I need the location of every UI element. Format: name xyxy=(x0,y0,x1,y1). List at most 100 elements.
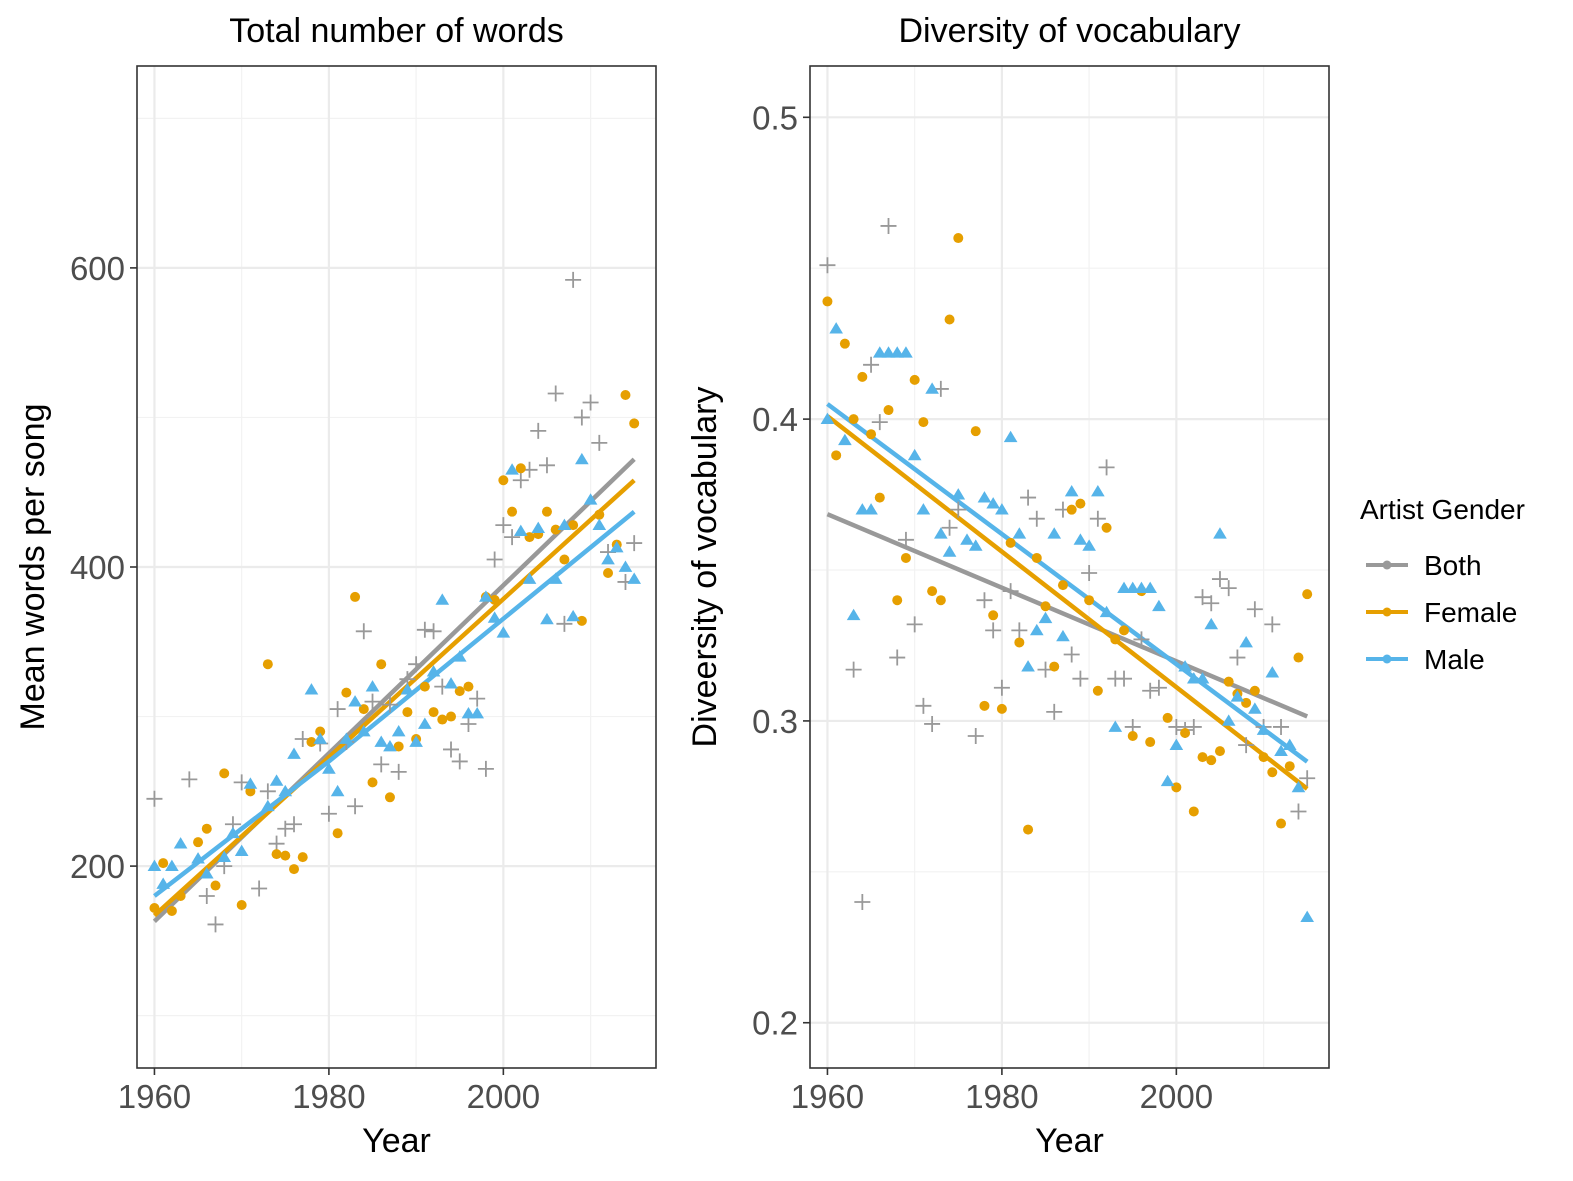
point-both xyxy=(329,701,346,718)
point-female xyxy=(245,786,256,797)
point-both xyxy=(207,916,224,933)
point-male xyxy=(916,503,931,515)
point-female xyxy=(559,554,570,565)
point-male xyxy=(199,867,214,879)
point-both xyxy=(259,783,276,800)
point-female xyxy=(236,899,247,910)
point-both xyxy=(1089,510,1106,527)
point-male xyxy=(322,762,336,774)
point-male xyxy=(479,590,493,602)
point-male xyxy=(147,859,162,871)
y-tick-label: 0.3 xyxy=(752,703,798,740)
point-male xyxy=(1256,723,1271,735)
point-female xyxy=(866,429,877,440)
point-female xyxy=(437,714,448,725)
point-male xyxy=(820,412,835,424)
x-axis-title: Year xyxy=(362,1122,431,1160)
point-male xyxy=(339,732,354,744)
y-tick-label: 0.2 xyxy=(752,1005,798,1042)
point-both xyxy=(277,820,294,837)
point-both xyxy=(373,756,390,773)
point-male xyxy=(304,683,319,695)
point-female xyxy=(158,858,169,869)
point-female xyxy=(848,414,859,425)
point-male xyxy=(1117,581,1131,594)
point-male xyxy=(1003,430,1018,443)
point-male xyxy=(881,346,896,358)
point-both xyxy=(486,551,503,568)
x-tick-label: 1980 xyxy=(292,1078,365,1115)
point-female xyxy=(1049,661,1060,672)
point-male xyxy=(618,560,633,572)
point-male xyxy=(1274,744,1288,756)
point-male xyxy=(278,784,293,797)
point-male xyxy=(925,382,939,394)
point-female xyxy=(1101,522,1112,533)
point-male xyxy=(383,739,397,752)
point-female xyxy=(1276,818,1287,829)
point-male xyxy=(592,518,607,531)
point-both xyxy=(1133,631,1150,648)
point-female xyxy=(831,450,842,461)
point-male xyxy=(977,491,992,503)
point-female xyxy=(1162,712,1173,723)
point-male xyxy=(1064,485,1079,497)
point-male xyxy=(226,826,240,839)
point-both xyxy=(1229,649,1246,666)
point-both xyxy=(320,805,337,822)
point-female xyxy=(822,296,833,307)
point-male xyxy=(243,777,258,789)
point-male xyxy=(409,735,423,747)
trend-line-male xyxy=(153,509,636,898)
point-female xyxy=(1005,537,1016,548)
point-female xyxy=(507,506,518,517)
point-both xyxy=(146,790,163,807)
point-female xyxy=(909,374,920,385)
point-both xyxy=(1028,510,1045,527)
point-female xyxy=(1171,782,1182,793)
point-both xyxy=(181,771,198,788)
point-male xyxy=(951,488,966,500)
x-axis-title: Year xyxy=(1035,1122,1104,1160)
point-male xyxy=(418,717,432,729)
point-male xyxy=(1152,599,1166,612)
point-female xyxy=(970,426,981,437)
legend-key-point xyxy=(1382,654,1392,664)
point-female xyxy=(1119,625,1130,636)
point-female xyxy=(428,707,439,718)
point-female xyxy=(358,704,369,715)
point-both xyxy=(1002,583,1019,600)
point-both xyxy=(1238,737,1255,754)
point-both xyxy=(251,880,268,897)
y-tick-label: 600 xyxy=(70,250,125,287)
y-axis-title: Mean words per song xyxy=(14,404,52,731)
point-both xyxy=(845,661,862,678)
trend-lines xyxy=(152,457,636,924)
point-male xyxy=(995,503,1009,515)
axis-ticks: 1960 1980 2000 200 400 600 xyxy=(70,250,540,1115)
point-male xyxy=(1265,666,1280,678)
point-female xyxy=(446,711,457,722)
point-female xyxy=(1249,685,1260,696)
point-both xyxy=(504,529,521,546)
point-male xyxy=(1300,910,1315,922)
point-female xyxy=(201,823,212,834)
point-both xyxy=(512,472,529,489)
legend-key-point xyxy=(1382,560,1392,570)
point-both xyxy=(967,728,984,745)
point-male xyxy=(968,539,983,551)
point-female xyxy=(918,417,929,428)
point-male xyxy=(496,626,511,638)
point-both xyxy=(985,622,1002,639)
point-male xyxy=(566,609,580,622)
point-both xyxy=(626,535,643,552)
point-both xyxy=(1072,670,1089,687)
point-both xyxy=(451,753,468,770)
point-female xyxy=(376,659,387,670)
point-male xyxy=(1204,617,1219,630)
point-female xyxy=(1188,806,1199,817)
point-female xyxy=(1127,731,1138,742)
panel-title: Total number of words xyxy=(229,12,564,50)
point-male xyxy=(452,650,467,662)
point-both xyxy=(1116,670,1133,687)
